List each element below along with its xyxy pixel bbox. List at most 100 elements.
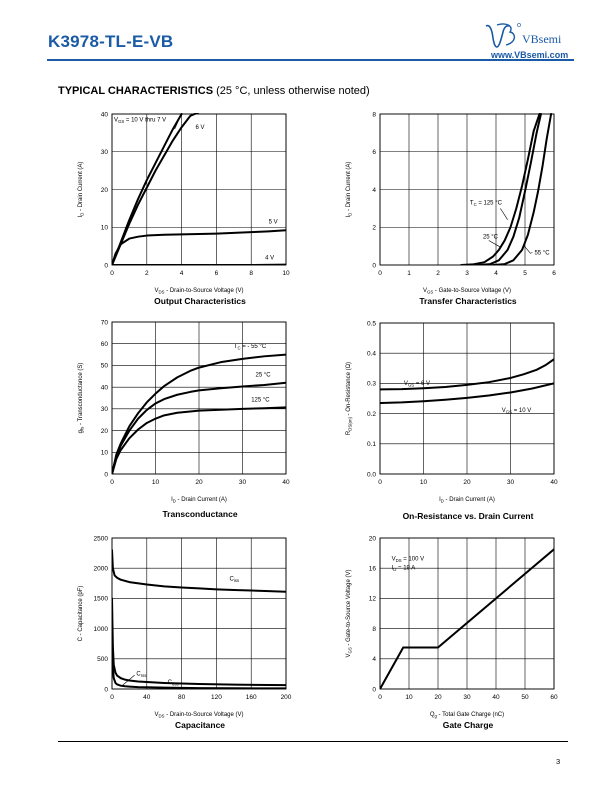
y-tick-label: 8 [372,111,376,118]
x-tick-label: 120 [211,694,222,701]
onres-svg: 0 10 20 30 40 0.0 0.1 0.2 0.3 0.4 0.5 ID​ - Drain C… [346,320,558,504]
x-tick-label: 20 [195,479,203,486]
x-tick-label: 40 [492,694,500,701]
series-line-2 [112,621,286,689]
x-tick-label: 0 [378,479,382,486]
annotation-label: 25 °C [483,235,499,241]
y-tick-label: 50 [101,363,109,370]
series-line-2 [112,229,286,265]
x-axis-label: Qg​ - Total Gate Charge (nC) [430,712,504,719]
x-tick-label: 10 [282,270,290,277]
x-tick-label: 80 [178,694,186,701]
y-tick-label: 20 [101,187,109,194]
x-tick-label: 30 [463,694,471,701]
section-title: TYPICAL CHARACTERISTICS (25 °C, unless o… [58,85,370,97]
y-tick-label: 1500 [94,596,109,603]
x-tick-label: 0 [110,479,114,486]
x-axis-label: ID​ - Drain Current (A) [439,497,495,504]
y-tick-label: 20 [369,535,377,542]
page-number: 3 [556,757,561,766]
series-line-1 [112,113,200,265]
series-line-2 [112,406,286,474]
y-tick-label: 16 [369,566,377,573]
x-tick-label: 6 [215,270,219,277]
series-line-0 [112,549,286,593]
series-line-0 [460,113,541,265]
y-tick-label: 0.3 [367,381,376,388]
y-tick-label: 30 [101,149,109,156]
annotation-label: Crss​ [136,672,146,679]
x-tick-label: 2 [145,270,149,277]
y-tick-label: 0.2 [367,411,376,418]
annotation-label: VGS​ = 10 V thru 7 V [114,118,166,125]
annotation-label: VGS​ = 10 V [502,408,531,415]
plot-frame [111,321,287,475]
y-tick-label: 0 [372,686,376,693]
y-tick-label: 0.0 [367,471,376,478]
x-tick-label: 20 [434,694,442,701]
x-axis-label: ID​ - Drain Current (A) [171,497,227,504]
y-tick-label: 12 [369,596,377,603]
series-line-0 [112,353,286,474]
x-tick-label: 30 [507,479,515,486]
footer-rule [58,741,568,742]
series-line-1 [380,382,554,405]
leader-line [122,674,135,686]
annotation-label: Ciss​ [229,576,239,583]
y-tick-label: 60 [101,341,109,348]
y-tick-label: 0 [104,686,108,693]
y-tick-label: 30 [101,406,109,413]
annotation-label: VGS​ = 6 V [404,381,430,388]
y-tick-label: 0.5 [367,320,376,327]
x-tick-label: 1 [407,270,411,277]
y-tick-label: 0 [104,471,108,478]
y-tick-label: 8 [372,626,376,633]
plot-frame [111,537,287,690]
logo-text: VBsemi [522,32,562,46]
plot-frame [379,322,555,475]
caption-gatecharge: Gate Charge [442,720,494,730]
annotation-label: 5 V [269,219,278,225]
y-axis-label: VGS​ - Gate-to-Source Voltage (V) [346,570,353,658]
part-number-title: K3978-TL-E-VB [48,32,174,51]
x-tick-label: 10 [405,694,413,701]
annotation-label: 25 °C [256,372,272,378]
x-axis-label: VGS​ - Gate-to-Source Voltage (V) [423,288,511,295]
y-tick-label: 0 [372,262,376,269]
y-tick-label: 40 [101,111,109,118]
annotation-label: - 55 °C [531,251,550,257]
y-tick-label: 6 [372,149,376,156]
x-tick-label: 5 [523,270,527,277]
section-title-bold: TYPICAL CHARACTERISTICS [58,85,214,97]
x-tick-label: 8 [249,270,253,277]
annotation-label: 6 V [196,125,205,131]
x-tick-label: 40 [143,694,151,701]
gatecharge-svg: 0 10 20 30 40 50 60 0 4 8 12 16 20 Qg​ - Total Gate C… [346,535,558,719]
on-resistance-chart: 0 10 20 30 40 0.0 0.1 0.2 0.3 0.4 0.5 ID​ - Drain C… [330,314,570,504]
leader-line [523,244,532,254]
x-tick-label: 40 [550,479,558,486]
y-tick-label: 10 [101,450,109,457]
y-tick-label: 2 [372,225,376,232]
transconductance-svg: 0 10 20 30 40 0 10 20 30 40 50 60 70 ID​ - Drain Curr… [78,319,290,504]
y-axis-label: ID​ - Drain Current (A) [78,162,85,218]
series-line-0 [380,358,554,391]
y-tick-label: 2000 [94,566,109,573]
output-characteristics-chart: 0 2 4 6 8 10 0 10 20 30 40 VDS​ - Drain-to-Source V… [60,106,300,296]
y-axis-label: RDS(on)​ - On-Resistance (Ω) [346,362,353,435]
y-tick-label: 70 [101,319,109,326]
x-tick-label: 10 [420,479,428,486]
x-axis-label: VDS​ - Drain-to-Source Voltage (V) [154,712,243,719]
y-tick-label: 10 [101,225,109,232]
series-line-1 [112,381,286,474]
series-line-1 [112,597,286,687]
x-tick-label: 0 [110,694,114,701]
x-tick-label: 0 [378,694,382,701]
caption-transfer: Transfer Characteristics [419,296,517,306]
x-tick-label: 2 [436,270,440,277]
x-tick-label: 0 [110,270,114,277]
transconductance-chart: 0 10 20 30 40 0 10 20 30 40 50 60 70 ID​ - Drain Curr… [60,314,300,504]
y-tick-label: 0 [104,262,108,269]
website-url[interactable]: www.VBsemi.com [491,50,569,60]
